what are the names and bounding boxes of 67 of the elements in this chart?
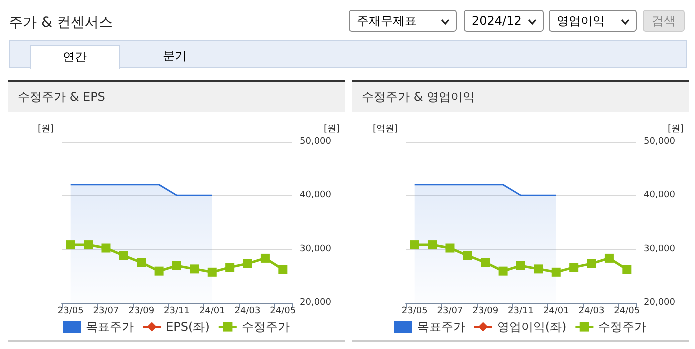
x-tick-label: 24/05 [614,306,640,316]
point [260,254,270,263]
text: 주가 & 컨센서스 [9,14,113,32]
y2-tick-label: 50,000 [644,137,676,147]
x-tick-label: 23/11 [508,306,534,316]
y2-tick-label: 30,000 [644,244,676,254]
y2-tick-label: 30,000 [300,244,332,254]
chart-title: 수정주가 & EPS [8,80,345,112]
point [446,244,455,253]
text: 2024/12 [464,10,544,32]
text: 검색 [643,10,685,32]
point [552,268,561,277]
x-tick-label: 23/07 [93,306,120,316]
legend-label: 목표주가 [417,320,466,334]
point [66,240,76,250]
point [604,254,614,263]
point [498,266,508,276]
point [84,240,94,250]
y2-axis-title: [원] [668,124,684,134]
legend-label: 목표주가 [86,320,134,334]
legend-label: 영업이익(좌) [497,320,567,334]
point [226,263,235,272]
y2-tick-label: 20,000 [300,298,332,308]
y2-tick-label: 20,000 [644,298,676,308]
point [428,240,438,250]
point [102,244,111,253]
x-tick-label: 23/05 [58,306,84,316]
text: 영업이익 [549,10,637,32]
point [410,240,420,250]
y-axis-title: [원] [38,124,54,134]
x-tick-label: 23/09 [128,306,155,316]
x-tick-label: 23/05 [402,306,428,316]
y2-tick-label: 40,000 [644,190,676,201]
y2-tick-label: 50,000 [300,137,332,147]
point [534,264,544,274]
point [154,266,164,276]
point [190,264,200,274]
point [243,259,252,268]
point [587,259,596,268]
point [137,258,146,268]
point [278,265,288,274]
y2-axis-title: [원] [324,124,340,134]
x-tick-label: 24/03 [578,306,605,316]
point [172,261,182,270]
point [208,268,217,277]
legend-label: EPS(좌) [166,320,210,334]
x-tick-label: 24/05 [270,306,296,316]
legend-label: 수정주가 [598,320,647,334]
point [622,265,632,274]
point [516,261,526,270]
y2-tick-label: 40,000 [300,190,332,201]
point [119,251,128,260]
point [481,258,490,268]
text: 분기 [162,48,188,65]
text: 주재무제표 [349,10,457,32]
x-tick-label: 24/03 [234,306,261,316]
point [570,263,579,272]
point [463,251,472,260]
text: 연간 [30,45,120,69]
legend-label: 수정주가 [242,320,290,334]
x-tick-label: 23/09 [472,306,499,316]
y-axis-title: [억원] [372,124,398,134]
x-tick-label: 24/01 [199,306,226,316]
x-tick-label: 24/01 [543,306,570,316]
x-tick-label: 23/07 [437,306,464,316]
chart-title: 수정주가 & 영업이익 [352,80,689,112]
x-tick-label: 23/11 [164,306,190,316]
